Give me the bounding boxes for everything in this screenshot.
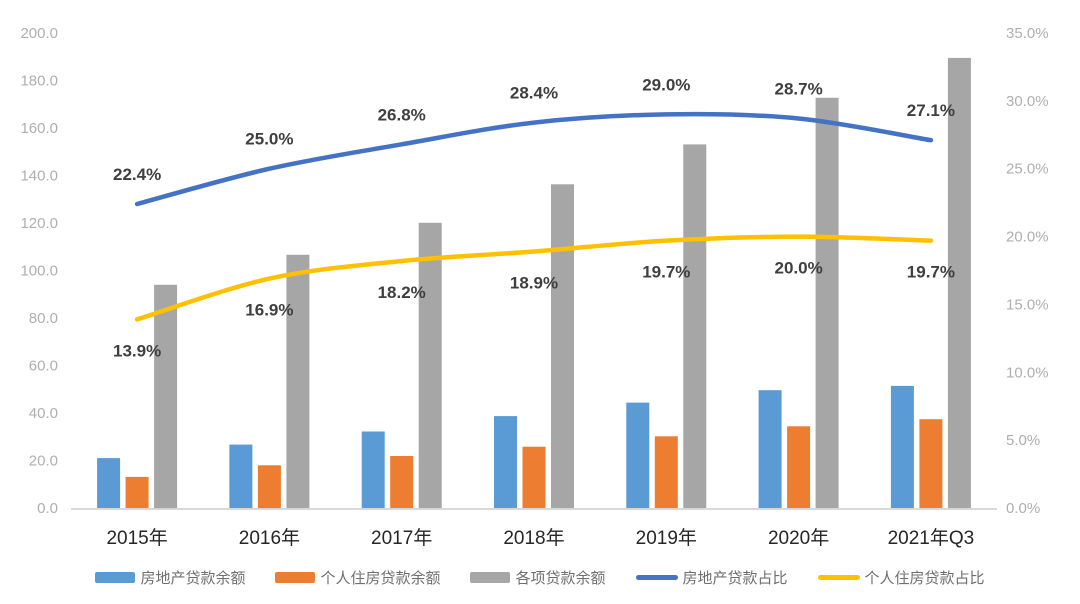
y-axis-tick-left-6: 80.0 — [29, 310, 58, 327]
x-axis-label-2: 2017年 — [371, 527, 432, 549]
bar-series-0-cat-6 — [890, 385, 914, 508]
chart-legend: 房地产贷款余额 个人住房贷款余额 各项贷款余额 房地产贷款占比 个人住房贷款占比 — [0, 562, 1080, 592]
bar-series-1-cat-5 — [787, 426, 811, 508]
y-axis-tick-left-9: 20.0 — [29, 453, 58, 470]
x-axis-label-1: 2016年 — [239, 527, 300, 549]
y-axis-tick-left-2: 160.0 — [20, 120, 58, 137]
y-axis-tick-right-2: 25.0% — [1006, 161, 1049, 178]
trend-line-1 — [134, 234, 934, 322]
data-label-line-0-cat-0: 22.4% — [113, 165, 161, 184]
bar-series-0-cat-4 — [626, 402, 650, 508]
bar-series-0-cat-0 — [97, 458, 121, 508]
y-axis-tick-left-1: 180.0 — [20, 73, 58, 90]
y-axis-tick-right-1: 30.0% — [1006, 93, 1049, 110]
y-axis-tick-left-7: 60.0 — [29, 358, 58, 375]
legend-line-swatch-4 — [817, 574, 860, 580]
legend-label-3: 房地产贷款占比 — [682, 569, 788, 587]
y-axis-tick-right-6: 5.0% — [1006, 432, 1040, 449]
data-label-line-1-cat-6: 19.7% — [907, 263, 955, 282]
y-axis-tick-left-8: 40.0 — [29, 405, 58, 422]
bar-series-2-cat-4 — [683, 144, 707, 508]
data-label-line-0-cat-1: 25.0% — [245, 130, 293, 149]
legend-item-4: 个人住房贷款占比 — [817, 567, 985, 588]
x-axis-label-3: 2018年 — [503, 527, 564, 549]
data-label-line-1-cat-2: 18.2% — [378, 283, 426, 302]
legend-label-0: 房地产贷款余额 — [140, 569, 246, 587]
data-label-line-0-cat-4: 29.0% — [642, 75, 690, 94]
data-label-line-1-cat-5: 20.0% — [774, 259, 822, 278]
y-axis-tick-right-7: 0.0% — [1006, 500, 1040, 517]
x-axis-label-5: 2020年 — [768, 527, 829, 549]
bar-series-1-cat-0 — [125, 476, 149, 508]
legend-item-0: 房地产贷款余额 — [95, 567, 245, 588]
trend-line-0 — [134, 111, 934, 207]
y-axis-tick-right-3: 20.0% — [1006, 229, 1049, 246]
bar-series-0-cat-5 — [758, 390, 782, 508]
y-axis-tick-left-4: 120.0 — [20, 215, 58, 232]
legend-line-swatch-3 — [635, 574, 678, 580]
legend-bar-swatch-1 — [275, 571, 316, 583]
data-label-line-1-cat-3: 18.9% — [510, 274, 558, 293]
bar-series-2-cat-0 — [154, 284, 178, 509]
data-label-line-1-cat-4: 19.7% — [642, 263, 690, 282]
data-label-line-1-cat-1: 16.9% — [245, 301, 293, 320]
x-axis-label-6: 2021年Q3 — [888, 527, 975, 549]
bar-series-2-cat-6 — [947, 57, 971, 509]
bar-series-1-cat-2 — [390, 456, 414, 508]
bar-series-0-cat-1 — [229, 444, 253, 508]
y-axis-tick-right-5: 10.0% — [1006, 364, 1049, 381]
legend-item-2: 各项贷款余额 — [470, 567, 606, 588]
legend-bar-swatch-2 — [470, 571, 511, 583]
data-label-line-0-cat-6: 27.1% — [907, 101, 955, 120]
data-label-line-1-cat-0: 13.9% — [113, 341, 161, 360]
y-axis-tick-left-0: 200.0 — [20, 25, 58, 42]
bar-series-1-cat-4 — [654, 436, 678, 508]
bar-series-0-cat-3 — [494, 416, 517, 508]
legend-item-3: 房地产贷款占比 — [635, 567, 788, 588]
bar-series-2-cat-3 — [551, 184, 574, 509]
bar-series-2-cat-5 — [815, 97, 839, 509]
data-label-line-0-cat-3: 28.4% — [510, 84, 558, 103]
x-axis-label-0: 2015年 — [106, 527, 167, 549]
bar-series-1-cat-6 — [919, 419, 943, 508]
y-axis-tick-right-4: 15.0% — [1006, 296, 1049, 313]
data-label-line-0-cat-2: 26.8% — [378, 105, 426, 124]
bar-series-1-cat-3 — [522, 446, 546, 508]
bar-series-0-cat-2 — [361, 431, 385, 508]
y-axis-tick-left-10: 0.0 — [37, 500, 58, 517]
bar-series-1-cat-1 — [257, 465, 281, 509]
legend-item-1: 个人住房贷款余额 — [275, 567, 440, 588]
legend-label-4: 个人住房贷款占比 — [864, 569, 985, 587]
legend-label-2: 各项贷款余额 — [515, 569, 606, 587]
bar-series-2-cat-2 — [418, 222, 442, 509]
y-axis-tick-right-0: 35.0% — [1006, 25, 1049, 42]
data-label-line-0-cat-5: 28.7% — [774, 80, 822, 99]
bar-series-2-cat-1 — [286, 254, 310, 508]
y-axis-tick-left-3: 140.0 — [20, 168, 58, 185]
legend-label-1: 个人住房贷款余额 — [320, 569, 441, 587]
legend-bar-swatch-0 — [95, 571, 136, 583]
y-axis-tick-left-5: 100.0 — [20, 263, 58, 280]
x-axis-label-4: 2019年 — [636, 527, 697, 549]
